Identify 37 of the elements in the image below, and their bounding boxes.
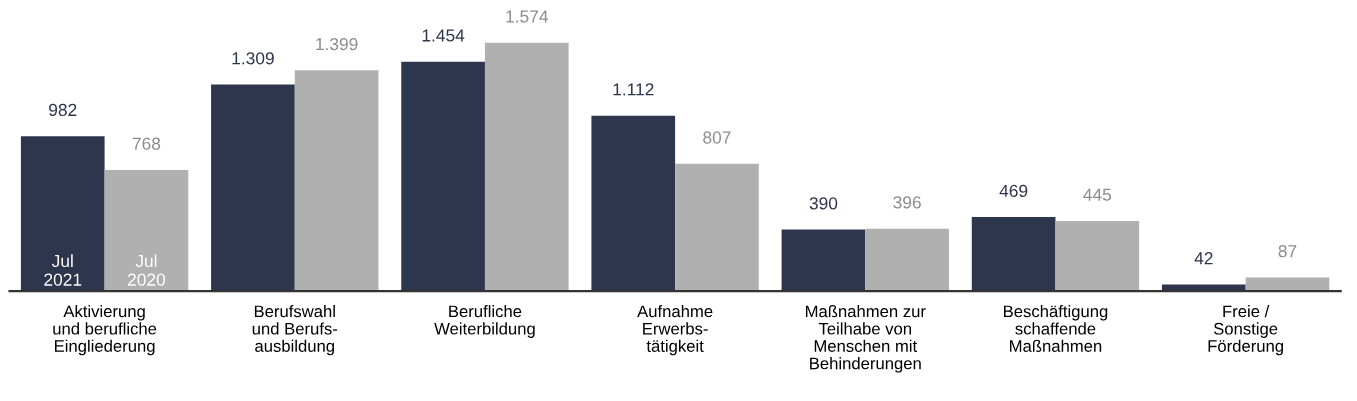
bar <box>1055 220 1140 292</box>
x-tick-label: Berufswahl und Berufs- ausbildung <box>252 305 338 356</box>
bar <box>1245 277 1330 292</box>
bar <box>211 84 295 292</box>
x-tick-label: Freie / Sonstige Förderung <box>1208 305 1284 356</box>
series-label: Jul 2021 <box>44 254 82 286</box>
bar <box>294 70 379 292</box>
data-label: 768 <box>132 137 161 150</box>
series-label: Jul 2020 <box>127 254 166 286</box>
data-label: 1.574 <box>506 10 548 23</box>
bar <box>591 115 676 292</box>
data-label: 396 <box>893 196 921 209</box>
x-tick-label: Berufliche Weiterbildung <box>434 305 535 338</box>
bar <box>484 42 569 292</box>
data-label: 982 <box>49 103 77 117</box>
data-label: 1.112 <box>613 83 654 96</box>
data-label: 42 <box>1194 252 1213 265</box>
bar <box>971 217 1056 292</box>
data-label: 469 <box>999 184 1028 198</box>
bar <box>20 136 105 292</box>
bar <box>104 169 189 292</box>
x-tick-label: Aktivierung und berufliche Eingliederung <box>53 305 157 356</box>
bar <box>675 163 759 292</box>
bar <box>401 61 485 292</box>
data-label: 1.454 <box>422 29 465 42</box>
data-label: 390 <box>809 197 838 210</box>
data-label: 1.399 <box>316 37 358 51</box>
x-tick-label: Beschäftigung schaffende Maßnahmen <box>1004 305 1108 352</box>
bar <box>781 229 866 292</box>
data-label: 807 <box>703 131 731 144</box>
data-label: 445 <box>1083 188 1112 201</box>
x-tick-label: Aufnahme Erwerbs- tätigkeit <box>637 305 713 356</box>
x-tick-label: Maßnahmen zur Teilhabe von Menschen mit Behinderungen <box>805 305 926 373</box>
data-label: 87 <box>1278 245 1297 258</box>
bar <box>865 228 949 292</box>
data-label: 1.309 <box>232 52 274 65</box>
bar <box>1161 284 1246 292</box>
